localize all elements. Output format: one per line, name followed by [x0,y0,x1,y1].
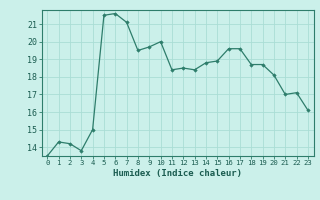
X-axis label: Humidex (Indice chaleur): Humidex (Indice chaleur) [113,169,242,178]
